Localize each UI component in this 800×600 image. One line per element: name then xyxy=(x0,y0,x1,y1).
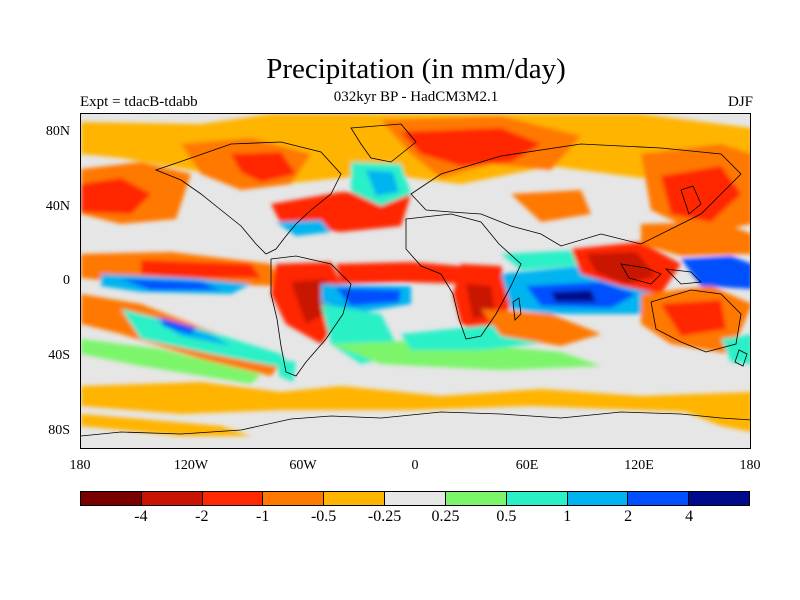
colorbar-swatch xyxy=(506,492,568,505)
antarctica-coastline xyxy=(81,411,750,437)
south-pacific-weak-wetting xyxy=(81,339,261,384)
lat-label-40s: 40S xyxy=(48,348,70,363)
lon-label-180e: 180 xyxy=(739,458,761,473)
tropical-pacific-core-drying xyxy=(141,260,261,278)
colorbar-label: 2 xyxy=(624,508,633,525)
europe-drying xyxy=(511,190,591,222)
colorbar-label: 0.5 xyxy=(496,508,517,525)
lon-label-0: 0 xyxy=(411,458,419,473)
map-title: Precipitation (in mm/day) xyxy=(266,53,566,85)
south-indian-weak-wetting xyxy=(331,340,601,370)
colorbar-swatch xyxy=(689,492,749,505)
colorbar-label: -1 xyxy=(256,508,270,525)
lat-label-40n: 40N xyxy=(45,199,70,214)
atlantic-itcz-drying xyxy=(336,262,471,284)
colorbar-swatch xyxy=(81,492,142,505)
north-atlantic-wetting-core xyxy=(366,170,399,196)
maritime-islands-coastline xyxy=(620,263,702,285)
south-indian-drying xyxy=(481,309,601,346)
west-pacific-wetting xyxy=(681,256,750,289)
maritime-continent-core-drying xyxy=(586,252,656,284)
eurasia-coastline xyxy=(410,143,742,247)
southern-ocean-drying-band xyxy=(81,382,750,414)
lon-label-180w: 180 xyxy=(69,458,91,473)
africa-coastline xyxy=(405,213,522,340)
colorbar-swatch xyxy=(263,492,325,505)
siberia-core-drying xyxy=(401,128,541,166)
precipitation-anomaly-map xyxy=(81,114,750,437)
lat-label-80s: 80S xyxy=(48,423,70,438)
lon-label-120e: 120E xyxy=(624,458,654,473)
colorbar-label: -0.25 xyxy=(367,508,402,525)
coastlines xyxy=(81,123,750,437)
lon-label-60w: 60W xyxy=(289,458,317,473)
japan-coastline xyxy=(680,185,702,215)
colorbar-label: -0.5 xyxy=(310,508,337,525)
colorbar-label: -2 xyxy=(195,508,209,525)
season-label: DJF xyxy=(727,94,753,110)
colorbar-swatch xyxy=(324,492,386,505)
antarctic-coast-drying xyxy=(81,414,251,436)
australia-coastline xyxy=(650,289,742,353)
colorbar-label: 0.25 xyxy=(431,508,460,525)
colorbar-label: -4 xyxy=(134,508,148,525)
colorbar-swatch xyxy=(567,492,629,505)
new-zealand-coastline xyxy=(734,349,748,367)
pacific-itcz-strong-wetting xyxy=(121,279,221,290)
australia-core-drying xyxy=(661,300,726,336)
atlantic-itcz-strong-wetting xyxy=(336,288,401,306)
greenland-coastline xyxy=(350,123,417,163)
colorbar-swatch xyxy=(628,492,690,505)
antarctic-coast-drying-east xyxy=(681,410,750,432)
southern-ocean-wetting xyxy=(721,334,750,364)
north-pacific-core-drying xyxy=(81,178,151,214)
south-america-coastline xyxy=(270,255,352,377)
lat-label-80n: 80N xyxy=(45,124,70,139)
lon-label-120w: 120W xyxy=(173,458,209,473)
colorbar-label: 1 xyxy=(563,508,572,525)
colorbar-swatch xyxy=(141,492,203,505)
map-panel xyxy=(80,113,751,449)
anomaly-fields xyxy=(81,114,750,436)
lat-label-eq: 0 xyxy=(63,273,70,288)
map-subtitle: 032kyr BP - HadCM3M2.1 xyxy=(333,89,499,105)
colorbar-swatch xyxy=(202,492,264,505)
experiment-label: Expt = tdacB-tdabb xyxy=(80,94,198,110)
south-pacific-core-wetting xyxy=(161,318,196,334)
north-america-coastline xyxy=(154,141,342,255)
gulf-wetting xyxy=(276,220,331,236)
colorbar xyxy=(80,491,750,506)
lon-label-60e: 60E xyxy=(515,458,539,473)
indian-ocean-core-wetting xyxy=(551,290,596,302)
north-america-core-drying xyxy=(231,152,296,182)
colorbar-swatch xyxy=(445,492,507,505)
colorbar-swatch xyxy=(385,492,446,505)
east-asia-core-drying xyxy=(661,166,741,222)
colorbar-label: 4 xyxy=(685,508,694,525)
madagascar-coastline xyxy=(512,297,522,321)
